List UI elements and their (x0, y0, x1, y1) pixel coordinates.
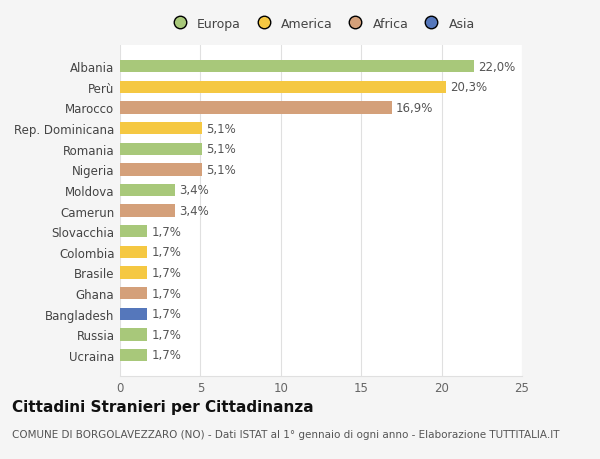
Text: 16,9%: 16,9% (396, 102, 433, 115)
Bar (120, 61, 474, 73)
Text: 1,7%: 1,7% (151, 246, 181, 259)
Bar (120, 349, 148, 361)
Bar (120, 164, 202, 176)
Text: 22,0%: 22,0% (478, 61, 515, 73)
Bar (120, 82, 446, 94)
Bar (120, 185, 175, 197)
Text: 1,7%: 1,7% (151, 328, 181, 341)
Bar (120, 329, 148, 341)
Text: COMUNE DI BORGOLAVEZZARO (NO) - Dati ISTAT al 1° gennaio di ogni anno - Elaboraz: COMUNE DI BORGOLAVEZZARO (NO) - Dati IST… (12, 429, 560, 439)
Text: 5,1%: 5,1% (206, 123, 236, 135)
Bar (120, 308, 148, 320)
Bar (120, 267, 148, 279)
Text: 3,4%: 3,4% (179, 205, 208, 218)
Text: Cittadini Stranieri per Cittadinanza: Cittadini Stranieri per Cittadinanza (12, 399, 314, 414)
Text: 1,7%: 1,7% (151, 308, 181, 320)
Text: 1,7%: 1,7% (151, 349, 181, 362)
Text: 3,4%: 3,4% (179, 184, 208, 197)
Text: 20,3%: 20,3% (451, 81, 488, 94)
Text: 1,7%: 1,7% (151, 266, 181, 280)
Legend: Europa, America, Africa, Asia: Europa, America, Africa, Asia (164, 15, 478, 33)
Bar (120, 246, 148, 258)
Bar (120, 102, 392, 114)
Bar (120, 225, 148, 238)
Text: 5,1%: 5,1% (206, 163, 236, 176)
Text: 1,7%: 1,7% (151, 225, 181, 238)
Text: 1,7%: 1,7% (151, 287, 181, 300)
Bar (120, 143, 202, 156)
Bar (120, 205, 175, 217)
Text: 5,1%: 5,1% (206, 143, 236, 156)
Bar (120, 123, 202, 135)
Bar (120, 287, 148, 300)
